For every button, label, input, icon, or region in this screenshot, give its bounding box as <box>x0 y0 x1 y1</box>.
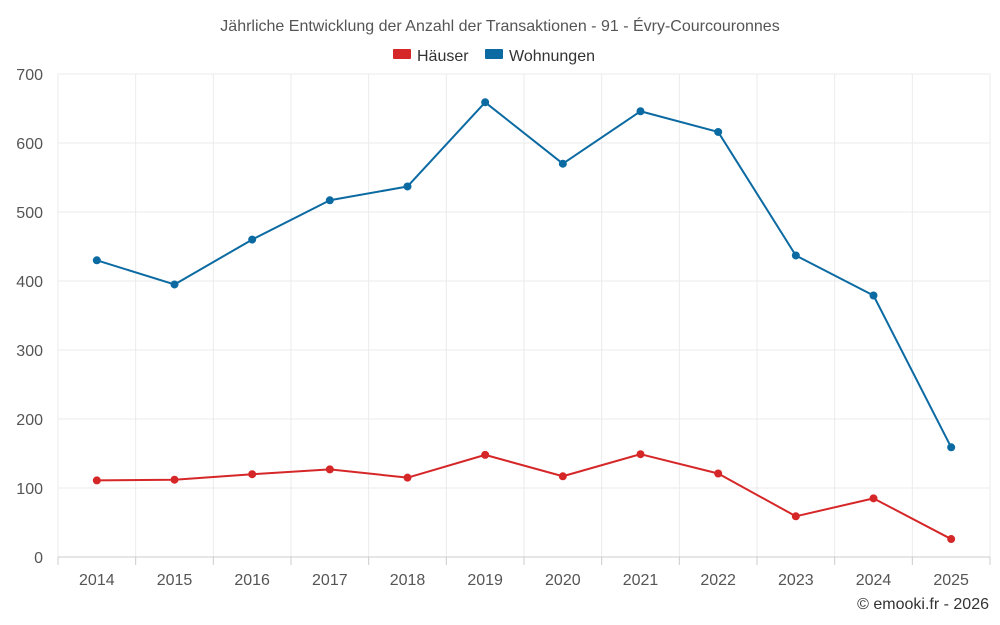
x-tick-label: 2025 <box>933 572 969 589</box>
data-point-haeuser[interactable] <box>947 535 956 544</box>
y-tick-label: 600 <box>16 136 43 153</box>
legend-swatch-wohnungen <box>485 49 503 59</box>
x-tick-label: 2017 <box>312 572 348 589</box>
data-point-haeuser[interactable] <box>714 469 723 478</box>
data-point-wohnungen[interactable] <box>636 107 645 116</box>
data-point-wohnungen[interactable] <box>92 256 101 265</box>
data-point-wohnungen[interactable] <box>714 127 723 136</box>
legend-item-wohnungen[interactable]: Wohnungen <box>485 48 595 65</box>
series-wohnungen <box>92 98 956 452</box>
data-point-haeuser[interactable] <box>248 470 257 479</box>
y-tick-label: 500 <box>16 205 43 222</box>
legend-item-haeuser[interactable]: Häuser <box>393 48 469 65</box>
data-point-haeuser[interactable] <box>325 465 334 474</box>
data-point-wohnungen[interactable] <box>403 182 412 191</box>
y-tick-label: 0 <box>34 550 43 567</box>
x-axis: 2014 2015 2016 2017 2018 2019 2020 2021 2022 2023… <box>79 572 969 589</box>
data-point-haeuser[interactable] <box>791 512 800 521</box>
legend: Häuser Wohnungen <box>393 48 595 65</box>
data-point-wohnungen[interactable] <box>558 159 567 168</box>
data-point-wohnungen[interactable] <box>481 98 490 107</box>
data-point-haeuser[interactable] <box>558 472 567 481</box>
x-tick-label: 2016 <box>234 572 270 589</box>
x-tick-label: 2015 <box>157 572 193 589</box>
data-point-wohnungen[interactable] <box>869 291 878 300</box>
data-point-haeuser[interactable] <box>92 476 101 485</box>
y-tick-label: 400 <box>16 274 43 291</box>
credit-text: © emooki.fr - 2026 <box>857 596 989 613</box>
grid <box>57 73 991 565</box>
y-tick-label: 300 <box>16 343 43 360</box>
legend-label-wohnungen: Wohnungen <box>509 48 595 65</box>
x-tick-label: 2024 <box>856 572 892 589</box>
y-tick-label: 200 <box>16 412 43 429</box>
x-tick-label: 2020 <box>545 572 581 589</box>
legend-swatch-haeuser <box>393 49 411 59</box>
x-tick-label: 2019 <box>467 572 503 589</box>
data-point-wohnungen[interactable] <box>248 235 257 244</box>
data-point-wohnungen[interactable] <box>947 443 956 452</box>
series-line-wohnungen <box>96 101 953 448</box>
data-point-wohnungen[interactable] <box>170 280 179 289</box>
chart-title: Jährliche Entwicklung der Anzahl der Tra… <box>220 16 779 35</box>
data-point-haeuser[interactable] <box>869 494 878 503</box>
x-tick-label: 2021 <box>623 572 659 589</box>
series-line-haeuser <box>96 453 952 540</box>
x-tick-label: 2022 <box>700 572 736 589</box>
y-tick-label: 100 <box>16 481 43 498</box>
x-tick-label: 2023 <box>778 572 814 589</box>
x-tick-label: 2014 <box>79 572 115 589</box>
data-point-wohnungen[interactable] <box>325 196 334 205</box>
data-point-haeuser[interactable] <box>636 450 645 459</box>
data-point-haeuser[interactable] <box>170 475 179 484</box>
series-haeuser <box>92 450 956 544</box>
data-point-haeuser[interactable] <box>481 450 490 459</box>
x-tick-label: 2018 <box>390 572 426 589</box>
y-axis: 0 100 200 300 400 500 600 700 <box>16 67 43 567</box>
y-tick-label: 700 <box>16 67 43 84</box>
series-layer <box>92 98 956 544</box>
data-point-wohnungen[interactable] <box>791 251 800 260</box>
data-point-haeuser[interactable] <box>403 473 412 482</box>
legend-label-haeuser: Häuser <box>417 48 469 65</box>
